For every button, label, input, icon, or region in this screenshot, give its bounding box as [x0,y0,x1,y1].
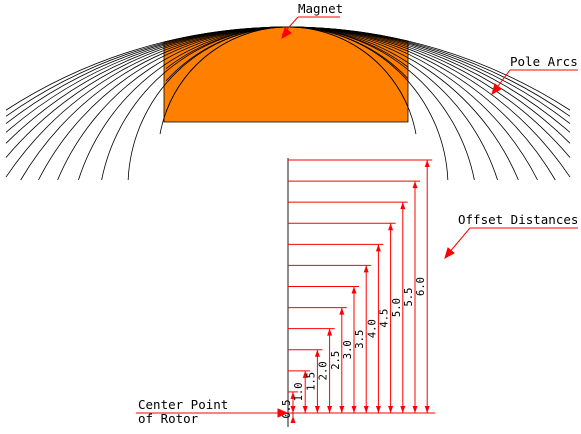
offset-value-label: 3.5 [354,330,366,349]
center-leader-arrow [277,408,289,418]
dimension-arrow-bottom [363,406,369,413]
dimension-arrow-top [363,265,369,273]
dimension-arrow-bottom [424,406,430,413]
offset-value-label: 4.0 [366,319,378,338]
dimension-arrow-top [339,307,345,315]
dimension-arrow-top [351,286,357,294]
offset-value-label: 0.5 [281,400,293,419]
dimension-arrow-top [327,328,333,336]
dimension-arrow-bottom [375,406,381,413]
offset-distances-label: Offset Distances [458,212,578,227]
offset-value-label: 2.5 [330,351,342,370]
dimension-arrow-top [388,223,394,231]
offset-value-label: 5.0 [391,298,403,317]
dimension-arrow-top [424,160,430,167]
magnet-leader-arrow [281,27,292,40]
offset-leader-arrow [444,247,455,260]
dimension-arrow-bottom [400,406,406,413]
offset-value-label: 4.5 [379,309,391,328]
dimension-arrow-top [314,349,320,357]
dimension-arrow-top [400,202,406,210]
offset-value-label: 5.5 [403,288,415,307]
pole-arcs-label: Pole Arcs [510,54,578,69]
dimension-arrow-bottom [412,406,418,413]
center-point-label-line1: Center Point [138,397,228,412]
magnet-inner-arc [165,26,408,69]
center-marker-arrow [290,416,296,423]
magnet-inner-arcs [165,26,408,113]
offset-value-label: 2.0 [318,361,330,380]
center-point-label-line2: of Rotor [138,411,199,426]
pole-arcs-leader-arrow [491,83,502,96]
dimension-arrow-top [290,391,296,399]
dimension-arrow-bottom [290,406,296,413]
offset-value-label: 3.0 [342,340,354,359]
dimension-arrow-bottom [339,406,345,413]
offset-value-label: 6.0 [415,277,427,296]
dimension-arrow-top [412,181,418,189]
dimension-arrow-top [375,244,381,252]
dimension-arrow-bottom [302,406,308,413]
dimension-arrow-bottom [314,406,320,413]
dimension-arrow-bottom [388,406,394,413]
offset-value-label: 1.5 [305,372,317,391]
dimension-arrow-bottom [327,406,333,413]
offset-dimensions: 0.51.01.52.02.53.03.54.04.55.05.56.0 [278,159,436,423]
dimension-arrow-top [302,370,308,378]
offset-leader [447,227,471,255]
magnet-label: Magnet [298,1,343,16]
offset-value-label: 1.0 [293,382,305,401]
dimension-arrow-bottom [351,406,357,413]
